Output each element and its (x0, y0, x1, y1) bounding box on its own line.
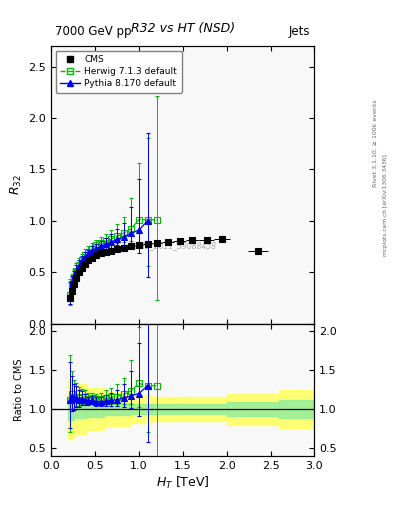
Text: Jets: Jets (289, 26, 310, 38)
Text: R32 vs HT (NSD): R32 vs HT (NSD) (131, 22, 235, 35)
X-axis label: $H_T$ [TeV]: $H_T$ [TeV] (156, 475, 209, 491)
Y-axis label: $R_{32}$: $R_{32}$ (9, 175, 24, 195)
Text: 7000 GeV pp: 7000 GeV pp (55, 26, 132, 38)
Text: mcplots.cern.ch [arXiv:1306.3436]: mcplots.cern.ch [arXiv:1306.3436] (383, 154, 387, 255)
Text: CMS_2011_S9088458: CMS_2011_S9088458 (133, 241, 217, 250)
Legend: CMS, Herwig 7.1.3 default, Pythia 8.170 default: CMS, Herwig 7.1.3 default, Pythia 8.170 … (55, 51, 182, 93)
Y-axis label: Ratio to CMS: Ratio to CMS (14, 358, 24, 421)
Text: Rivet 3.1.10, ≥ 100k events: Rivet 3.1.10, ≥ 100k events (373, 99, 378, 187)
